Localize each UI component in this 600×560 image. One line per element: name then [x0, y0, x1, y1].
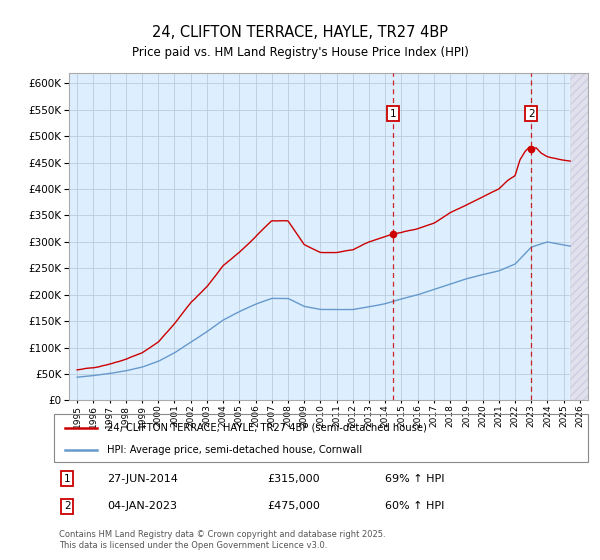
Text: 60% ↑ HPI: 60% ↑ HPI	[385, 501, 445, 511]
Text: Contains HM Land Registry data © Crown copyright and database right 2025.
This d: Contains HM Land Registry data © Crown c…	[59, 530, 386, 550]
Text: 2: 2	[64, 501, 71, 511]
Text: £475,000: £475,000	[268, 501, 320, 511]
Text: 04-JAN-2023: 04-JAN-2023	[107, 501, 178, 511]
Text: HPI: Average price, semi-detached house, Cornwall: HPI: Average price, semi-detached house,…	[107, 445, 362, 455]
Text: 69% ↑ HPI: 69% ↑ HPI	[385, 474, 445, 484]
Text: 1: 1	[390, 109, 397, 119]
Text: £315,000: £315,000	[268, 474, 320, 484]
Text: 27-JUN-2014: 27-JUN-2014	[107, 474, 178, 484]
Text: 24, CLIFTON TERRACE, HAYLE, TR27 4BP (semi-detached house): 24, CLIFTON TERRACE, HAYLE, TR27 4BP (se…	[107, 423, 427, 433]
Text: 24, CLIFTON TERRACE, HAYLE, TR27 4BP: 24, CLIFTON TERRACE, HAYLE, TR27 4BP	[152, 25, 448, 40]
Bar	[571, 73, 588, 400]
Text: 2: 2	[528, 109, 535, 119]
Text: 1: 1	[64, 474, 71, 484]
Bar	[571, 73, 588, 400]
Text: Price paid vs. HM Land Registry's House Price Index (HPI): Price paid vs. HM Land Registry's House …	[131, 46, 469, 59]
